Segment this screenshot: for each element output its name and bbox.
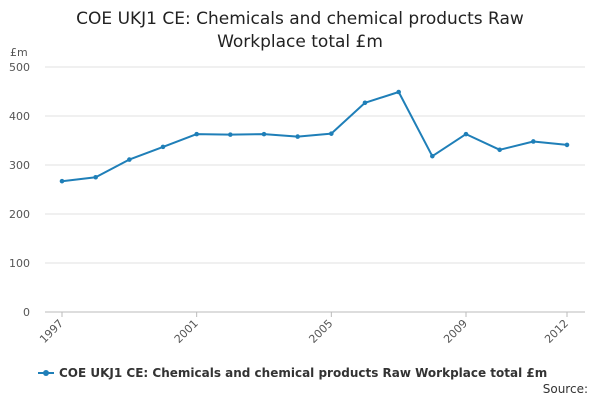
x-axis-ticks: 1997 2001 2005 2009 2012 bbox=[37, 312, 571, 346]
x-tick-label: 2005 bbox=[306, 317, 335, 346]
series-layer bbox=[59, 89, 570, 184]
data-point[interactable] bbox=[59, 178, 65, 184]
x-tick-label: 1997 bbox=[37, 317, 66, 346]
y-tick-label: 300 bbox=[9, 159, 30, 172]
data-point[interactable] bbox=[564, 142, 570, 148]
chart-title-line-1: COE UKJ1 CE: Chemicals and chemical prod… bbox=[76, 9, 524, 29]
y-tick-label: 400 bbox=[9, 110, 30, 123]
legend-swatch-icon bbox=[38, 368, 54, 378]
y-tick-label: 200 bbox=[9, 208, 30, 221]
x-tick-label: 2012 bbox=[542, 317, 571, 346]
legend-label: COE UKJ1 CE: Chemicals and chemical prod… bbox=[59, 366, 548, 380]
data-point[interactable] bbox=[160, 144, 166, 150]
data-point[interactable] bbox=[261, 131, 267, 137]
series-line bbox=[61, 91, 568, 183]
legend: COE UKJ1 CE: Chemicals and chemical prod… bbox=[38, 366, 547, 380]
data-point[interactable] bbox=[194, 131, 199, 137]
y-axis-unit-label: £m bbox=[10, 46, 28, 59]
data-point[interactable] bbox=[228, 132, 233, 137]
x-tick-label: 2001 bbox=[172, 317, 201, 346]
chart-plot-area: £m 0 100 200 300 400 500 1997 2001 2005 2009 2012 bbox=[9, 46, 585, 346]
data-point[interactable] bbox=[396, 89, 401, 95]
gridlines bbox=[45, 66, 585, 313]
y-tick-label: 100 bbox=[9, 257, 30, 270]
x-tick-label: 2009 bbox=[441, 317, 470, 346]
data-point[interactable] bbox=[362, 100, 368, 106]
data-point[interactable] bbox=[531, 139, 536, 144]
data-point[interactable] bbox=[93, 174, 98, 180]
chart-title: COE UKJ1 CE: Chemicals and chemical prod… bbox=[0, 8, 600, 54]
data-point[interactable] bbox=[463, 131, 469, 137]
y-tick-label: 500 bbox=[9, 61, 30, 74]
data-point[interactable] bbox=[127, 157, 132, 162]
data-point[interactable] bbox=[329, 131, 334, 136]
data-point[interactable] bbox=[497, 147, 502, 153]
data-point[interactable] bbox=[430, 153, 435, 159]
data-point[interactable] bbox=[295, 134, 300, 139]
chart-title-line-2: Workplace total £m bbox=[217, 32, 383, 52]
y-tick-label: 0 bbox=[23, 306, 30, 319]
source-label: Source: bbox=[542, 382, 588, 396]
y-axis-ticks: 0 100 200 300 400 500 bbox=[9, 61, 30, 319]
